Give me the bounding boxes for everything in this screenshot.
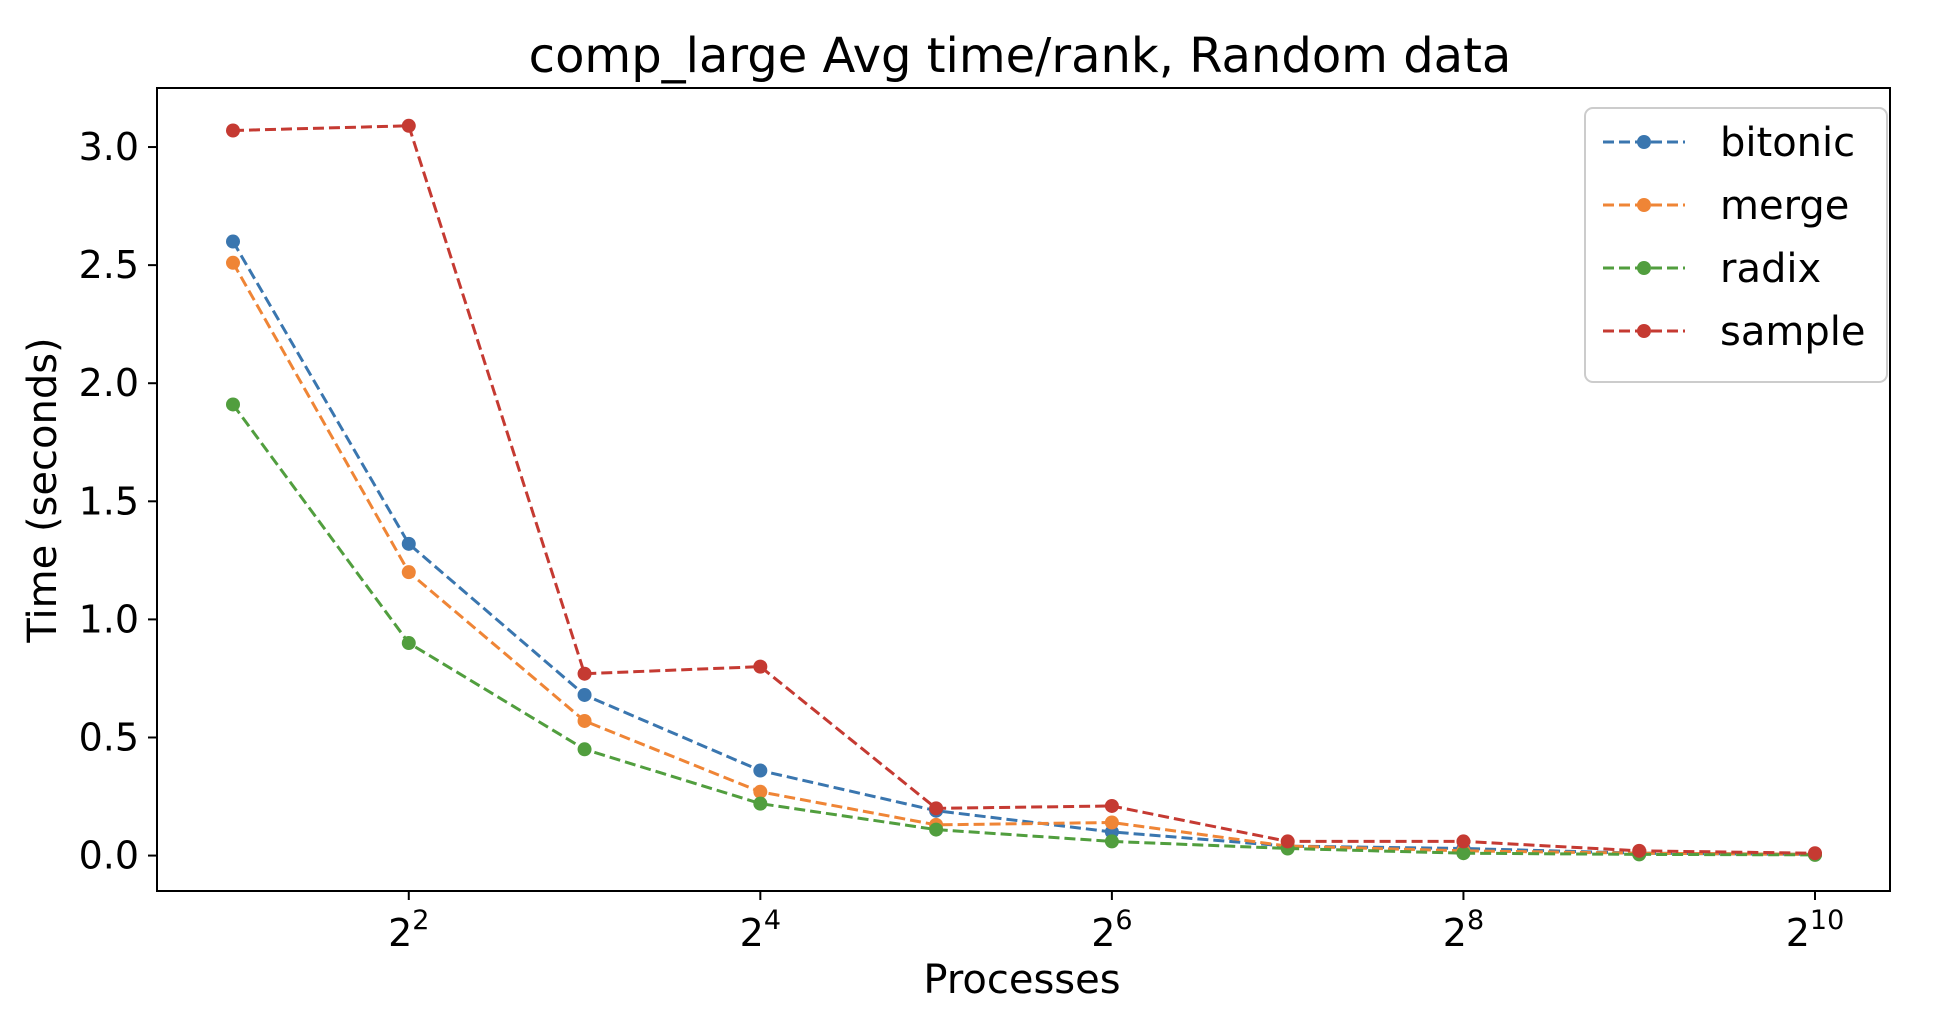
data-point: [577, 742, 592, 757]
legend-label: bitonic: [1720, 120, 1855, 166]
data-point: [753, 784, 768, 799]
data-point: [226, 123, 240, 138]
data-point: [226, 255, 240, 270]
data-point: [1280, 834, 1295, 849]
legend-item-radix: radix: [1603, 246, 1821, 292]
y-tick-label: 0.0: [79, 834, 139, 878]
y-tick-label: 2.5: [79, 243, 139, 287]
x-tick-label: 210: [1786, 905, 1845, 955]
data-point: [753, 659, 768, 674]
data-point: [1808, 846, 1822, 861]
legend-label: merge: [1720, 183, 1849, 229]
legend-label: radix: [1720, 246, 1821, 292]
data-point: [577, 687, 592, 702]
legend-item-merge: merge: [1603, 183, 1849, 229]
y-axis-label: Time (seconds): [20, 337, 66, 643]
legend-marker: [1637, 135, 1651, 149]
x-tick-label: 24: [740, 905, 781, 955]
y-tick-label: 2.0: [79, 361, 139, 405]
series-sample: [226, 118, 1822, 861]
x-axis: 22 24 26 28 210: [388, 891, 1844, 955]
data-point: [929, 801, 944, 816]
plot-area: [156, 87, 1891, 892]
data-point: [1632, 843, 1647, 858]
series-bitonic: [226, 234, 1822, 862]
data-point: [1456, 846, 1471, 861]
data-point: [577, 713, 592, 728]
data-point: [1104, 815, 1119, 830]
data-point: [577, 666, 592, 681]
data-point: [1456, 834, 1471, 849]
series-merge: [226, 255, 1822, 862]
series-line: [231, 403, 1816, 857]
x-tick-label: 28: [1443, 905, 1484, 955]
chart-title: comp_large Avg time/rank, Random data: [529, 28, 1512, 84]
x-tick-label: 26: [1091, 905, 1132, 955]
data-point: [401, 536, 416, 551]
series-line: [231, 262, 1816, 856]
y-axis: 0.0 0.5 1.0 1.5 2.0 2.5 3.0: [79, 125, 157, 878]
data-point: [401, 636, 416, 651]
data-point: [753, 796, 768, 811]
x-axis-label: Processes: [923, 957, 1120, 1003]
series-layer: [226, 118, 1822, 862]
data-point: [753, 763, 768, 778]
series-line: [232, 124, 1816, 855]
legend-box: [1584, 107, 1888, 383]
data-point: [929, 822, 944, 837]
data-point: [1104, 834, 1119, 849]
legend-marker: [1637, 198, 1651, 212]
legend-marker: [1637, 324, 1651, 338]
y-tick-label: 3.0: [79, 125, 139, 169]
data-point: [401, 565, 416, 580]
data-point: [226, 234, 240, 249]
y-tick-label: 0.5: [79, 715, 139, 759]
x-tick-label: 22: [388, 905, 429, 955]
data-point: [1104, 798, 1119, 813]
data-point: [401, 118, 416, 133]
legend-item-bitonic: bitonic: [1603, 120, 1855, 166]
series-line: [231, 240, 1816, 856]
legend-marker: [1637, 261, 1651, 275]
data-point: [226, 397, 240, 412]
legend: bitonic merge radix sample: [1584, 107, 1888, 383]
legend-item-sample: sample: [1603, 309, 1865, 355]
series-radix: [226, 397, 1822, 862]
y-tick-label: 1.5: [79, 479, 139, 523]
legend-label: sample: [1720, 309, 1865, 355]
y-tick-label: 1.0: [79, 597, 139, 641]
